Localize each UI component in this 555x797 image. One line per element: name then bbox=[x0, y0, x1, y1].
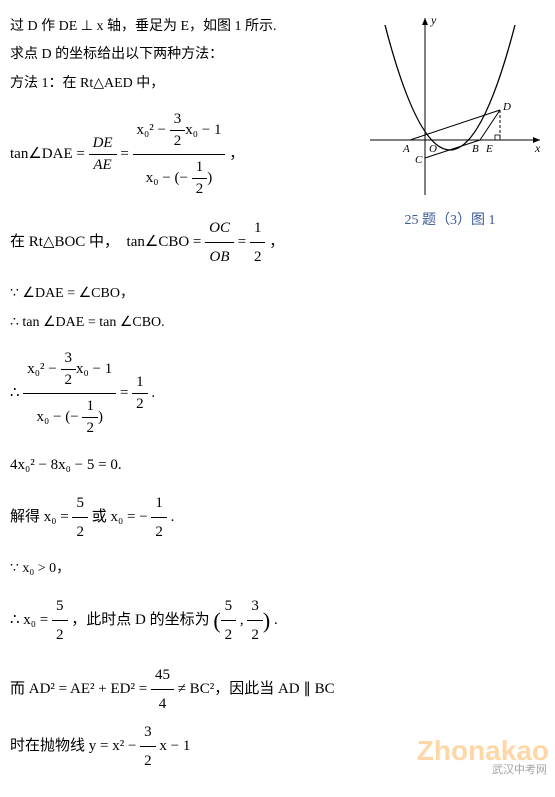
text-line-therefore-tan: ∴ tan ∠DAE = tan ∠CBO. bbox=[10, 312, 350, 334]
text-line-3: 方法 1：在 Rt△AED 中， bbox=[10, 73, 350, 95]
equation-d-coord: ∴ x₀ = 52 ，此时点 D 的坐标为 (52 , 32) . bbox=[10, 592, 350, 649]
equation-substitute: ∴ x₀² − 32x₀ − 1 x₀ − (− 12) = 1 2 . bbox=[10, 346, 350, 441]
label-A: A bbox=[402, 143, 410, 155]
figure-caption: 25 题（3）图 1 bbox=[355, 209, 545, 229]
text-line-2: 求点 D 的坐标给出以下两种方法： bbox=[10, 44, 350, 66]
text-line-x0-positive: ∵ x₀ > 0， bbox=[10, 558, 350, 580]
frac-expanded: x₀² − 32x₀ − 1 x₀ − (− 12) bbox=[133, 107, 226, 202]
equation-tan-dae: tan∠DAE = DE AE = x₀² − 32x₀ − 1 x₀ − (−… bbox=[10, 107, 350, 202]
label-D: D bbox=[502, 101, 511, 113]
label-E: E bbox=[485, 143, 493, 155]
text-line-rtboc: 在 Rt△BOC 中， tan∠CBO = OC OB = 1 2 ， bbox=[10, 214, 350, 271]
equation-quadratic: 4x₀² − 8x₀ − 5 = 0. bbox=[10, 453, 350, 477]
frac-de-ae: DE AE bbox=[89, 133, 117, 176]
frac-1-2: 1 2 bbox=[250, 214, 266, 271]
text-line-1: 过 D 作 DE ⊥ x 轴，垂足为 E，如图 1 所示. bbox=[10, 16, 350, 38]
figure-1: y x O A C B D E 25 题（3）图 1 bbox=[355, 10, 545, 229]
tan-dae-label: tan∠DAE = bbox=[10, 146, 89, 162]
equation-ad-squared: 而 AD² = AE² + ED² = 454 ≠ BC²，因此当 AD ∥ B… bbox=[10, 661, 350, 775]
text-line-because: ∵ ∠DAE = ∠CBO， bbox=[10, 283, 350, 305]
label-x: x bbox=[534, 141, 541, 155]
watermark-main: Zhonakao bbox=[417, 735, 549, 767]
parabola-diagram: y x O A C B D E bbox=[355, 10, 545, 200]
label-O: O bbox=[429, 143, 437, 155]
label-B: B bbox=[472, 143, 479, 155]
label-C: C bbox=[415, 154, 423, 166]
equation-solutions: 解得 x₀ = 52 或 x₀ = − 12 . bbox=[10, 489, 350, 546]
watermark-sub: 武汉中考网 bbox=[492, 761, 547, 777]
label-y: y bbox=[430, 13, 437, 27]
frac-oc-ob: OC OB bbox=[205, 214, 234, 271]
